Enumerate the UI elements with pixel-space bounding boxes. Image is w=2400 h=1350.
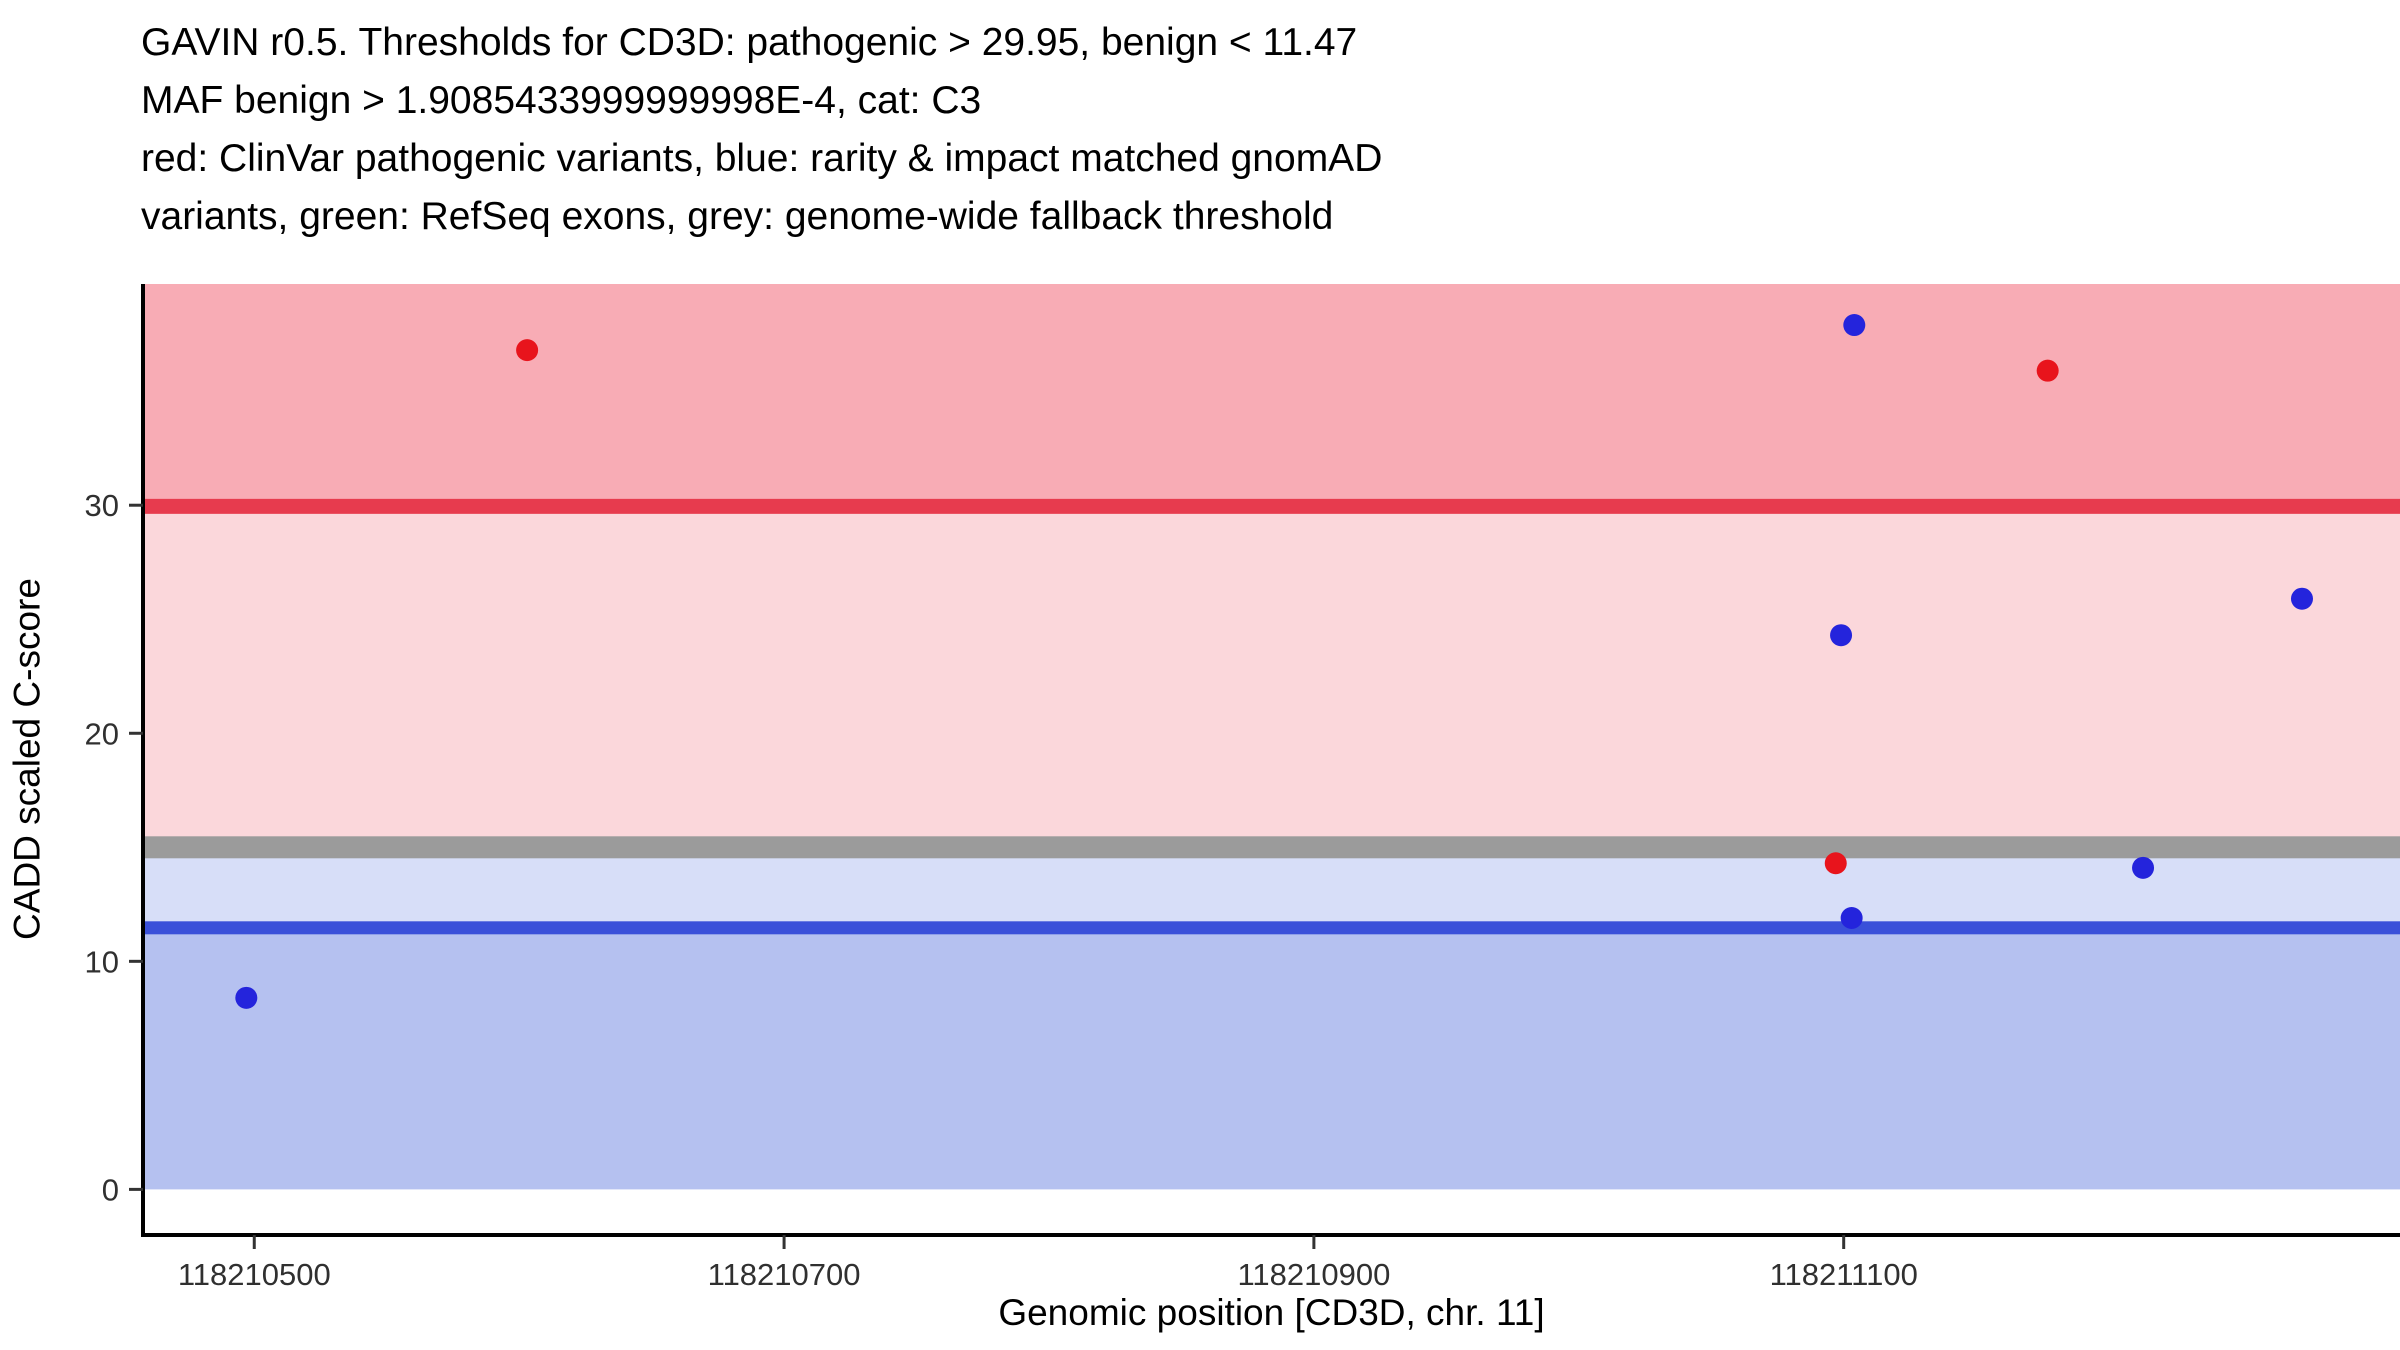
data-point-gnomad-matched — [1840, 907, 1863, 929]
zone-band-benign-zone — [143, 927, 2400, 1190]
y-tick-label: 0 — [102, 1172, 119, 1207]
x-tick-label: 118210900 — [1237, 1257, 1390, 1292]
data-point-clinvar-pathogenic — [1824, 852, 1847, 875]
zone-band-pathogenic-zone — [143, 284, 2400, 507]
chart-title-line-4: variants, green: RefSeq exons, grey: gen… — [141, 195, 1334, 238]
pathogenic-threshold-line — [143, 498, 2400, 514]
zone-band-uncertain-upper-zone — [143, 506, 2400, 848]
y-axis-label: CADD scaled C-score — [6, 578, 48, 940]
data-point-gnomad-matched — [235, 986, 258, 1009]
genome-wide-fallback-line — [143, 836, 2400, 859]
data-point-gnomad-matched — [2132, 856, 2155, 879]
data-point-gnomad-matched — [1830, 624, 1853, 647]
chart-title-line-1: GAVIN r0.5. Thresholds for CD3D: pathoge… — [141, 21, 1358, 64]
chart-title-line-2: MAF benign > 1.9085433999999998E-4, cat:… — [141, 79, 982, 122]
data-point-clinvar-pathogenic — [2036, 359, 2059, 382]
chart-title-line-3: red: ClinVar pathogenic variants, blue: … — [141, 137, 1383, 180]
data-point-clinvar-pathogenic — [516, 339, 539, 362]
benign-threshold-line — [143, 921, 2400, 935]
x-tick-label: 118210700 — [708, 1257, 861, 1292]
data-point-gnomad-matched — [1843, 314, 1866, 337]
x-tick-label: 118211100 — [1770, 1257, 1918, 1292]
y-tick-label: 20 — [85, 716, 119, 751]
x-axis-label: Genomic position [CD3D, chr. 11] — [998, 1292, 1545, 1333]
y-tick-label: 30 — [85, 488, 119, 523]
chart-title: GAVIN r0.5. Thresholds for CD3D: pathoge… — [141, 14, 1382, 246]
x-tick-label: 118210500 — [178, 1257, 331, 1292]
y-tick-label: 10 — [85, 944, 119, 979]
data-point-gnomad-matched — [2290, 587, 2313, 610]
zone-band-uncertain-lower-zone — [143, 847, 2400, 928]
